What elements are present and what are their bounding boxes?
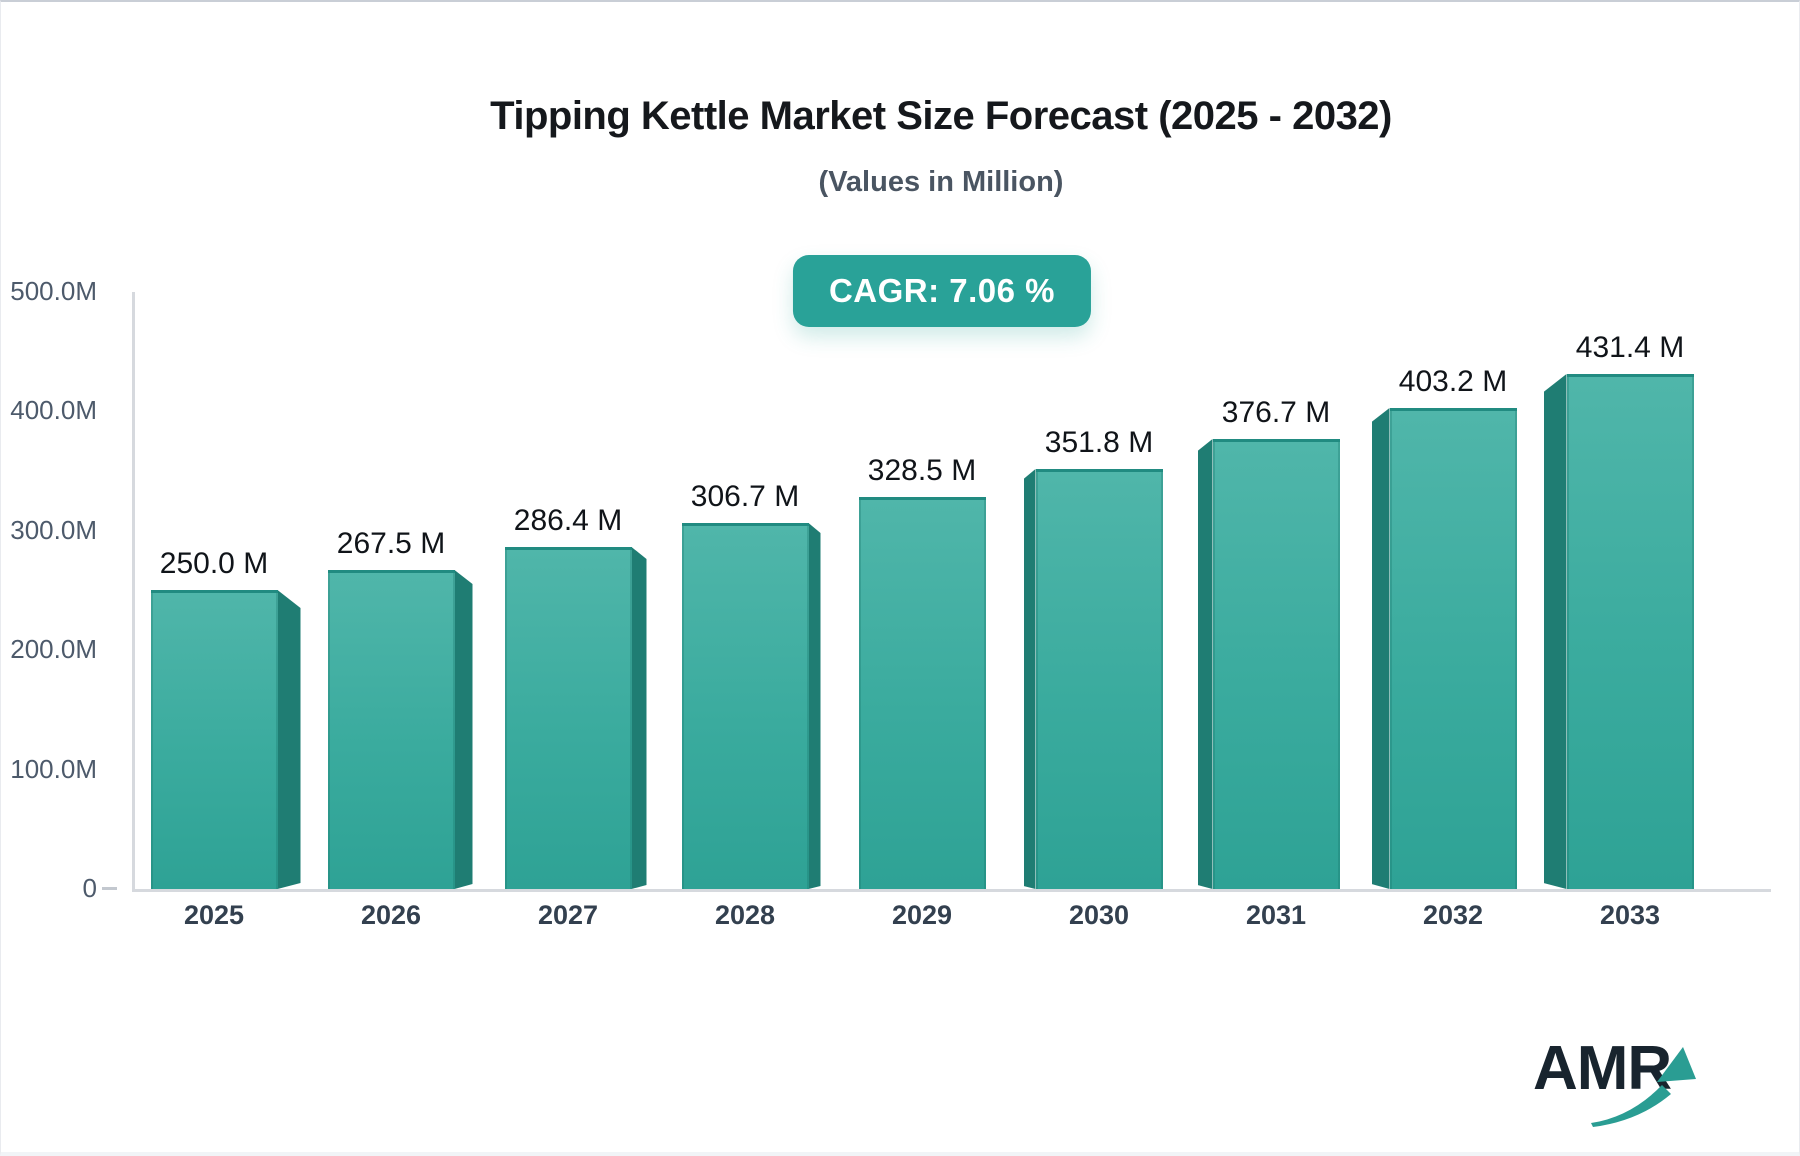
cagr-badge: CAGR: 7.06 % <box>792 255 1092 327</box>
bar-side-face-2033 <box>1543 374 1567 889</box>
x-axis-label: 2032 <box>1422 900 1484 930</box>
y-axis-tick-label: 300.0M <box>10 514 97 545</box>
y-axis-tick-label: 400.0M <box>10 395 97 426</box>
bar-value-label: 286.4 M <box>513 504 623 537</box>
x-axis-label: 2026 <box>360 900 422 930</box>
zero-tick-mark <box>102 887 117 890</box>
bar-2031 <box>1212 439 1340 889</box>
y-axis-tick-label: 0 <box>82 873 97 903</box>
x-axis-label: 2030 <box>1068 900 1130 930</box>
x-axis-label: 2025 <box>183 900 245 930</box>
bar-value-label: 250.0 M <box>159 547 269 580</box>
bar-value-label: 403.2 M <box>1398 365 1508 398</box>
bar-value-label: 267.5 M <box>336 527 446 560</box>
amr-logo: AMR <box>1533 1034 1733 1134</box>
bar-2029 <box>858 497 986 889</box>
bar-side-face-2032 <box>1371 408 1390 889</box>
bar-side-face-2030 <box>1023 469 1036 889</box>
chart-subtitle: (Values in Million) <box>818 166 1064 198</box>
x-axis-label: 2027 <box>537 900 599 930</box>
bar-side-face-2026 <box>454 570 473 889</box>
bar-2030 <box>1035 469 1163 889</box>
bar-2025 <box>150 590 278 889</box>
bar-value-label: 376.7 M <box>1221 396 1331 429</box>
y-axis-tick-label: 200.0M <box>10 634 97 665</box>
bar-2028 <box>681 523 809 889</box>
y-axis-tick-label: 500.0M <box>10 276 97 306</box>
y-axis-tick-label: 100.0M <box>10 753 97 784</box>
logo-text: AMR <box>1533 1034 1672 1103</box>
bar-2033 <box>1566 374 1694 889</box>
x-axis-label: 2031 <box>1245 900 1307 930</box>
bar-side-face-2031 <box>1197 439 1213 889</box>
bar-value-label: 328.5 M <box>867 454 977 487</box>
bar-value-label: 431.4 M <box>1575 331 1685 364</box>
x-axis-label: 2028 <box>714 900 776 930</box>
growth-arrow-icon <box>1591 1047 1696 1127</box>
x-axis-label: 2033 <box>1599 900 1661 930</box>
bar-value-label: 351.8 M <box>1044 426 1154 459</box>
bar-value-label: 306.7 M <box>690 480 800 513</box>
bar-2026 <box>327 570 455 889</box>
x-axis-baseline <box>132 889 1771 892</box>
bar-side-face-2025 <box>277 590 301 889</box>
bar-2027 <box>504 547 632 889</box>
bar-side-face-2028 <box>808 523 821 889</box>
y-axis-line <box>132 292 135 891</box>
bar-side-face-2027 <box>631 547 647 889</box>
x-axis-label: 2029 <box>891 900 953 930</box>
chart-title: Tipping Kettle Market Size Forecast (202… <box>490 94 1392 138</box>
bar-2032 <box>1389 408 1517 889</box>
